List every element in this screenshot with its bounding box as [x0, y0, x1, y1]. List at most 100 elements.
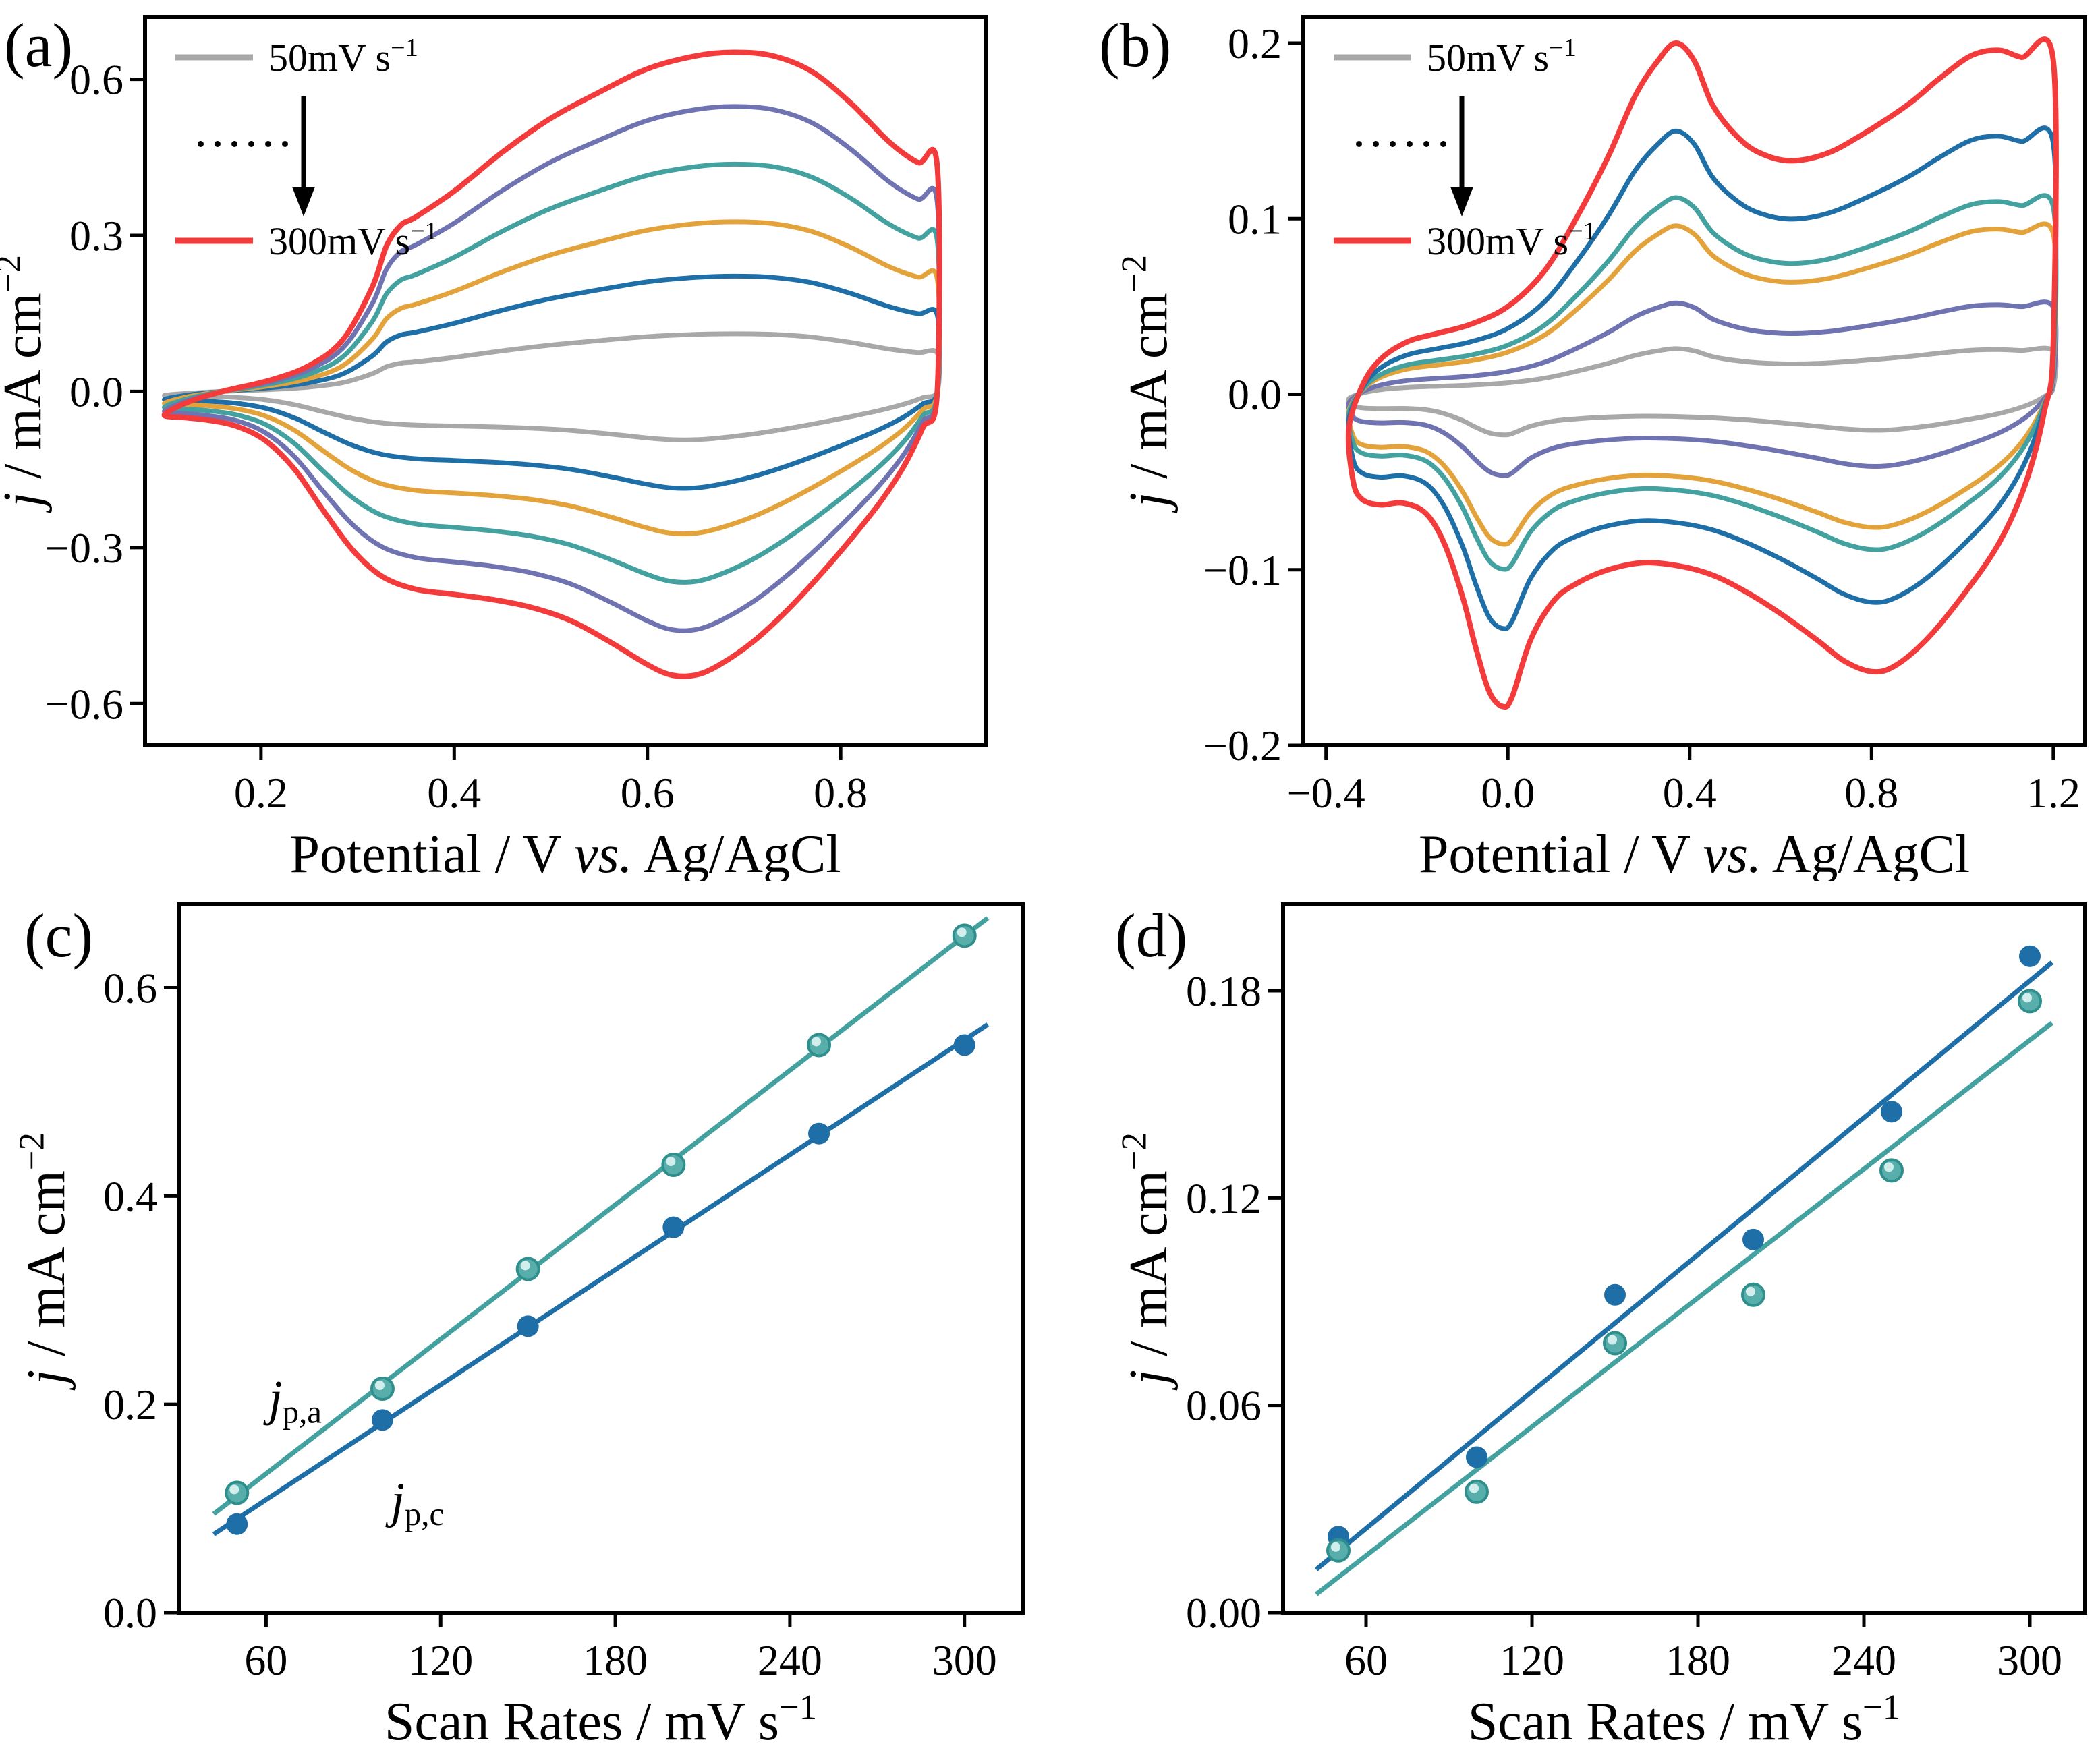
x-axis-label: Potential / V vs. Ag/AgCl [289, 825, 841, 881]
x-tick-label: 60 [1344, 1636, 1388, 1684]
cv-curve-300mVs [161, 49, 942, 679]
plot-area: 60 120 180 240 300 0.00 0.06 0.12 0.18 Scan Rates… [1115, 901, 2087, 1752]
data-point-jpc [808, 1122, 830, 1145]
y-tick-label: 0.00 [1186, 1589, 1261, 1637]
cv-curve-50mVs [1346, 345, 2059, 438]
data-point-highlight-jpa [957, 927, 967, 937]
data-point-highlight-jpa [666, 1157, 676, 1167]
y-tick-label: 0.12 [1186, 1174, 1261, 1222]
plot-area: 0.2 0.4 0.6 0.8 −0.6 −0.3 0.0 0.3 0.6 Potential /… [0, 11, 988, 881]
cv-curve-200mVs [162, 161, 942, 585]
fit-line-cathodic-teal [1315, 1020, 2053, 1596]
panel-letter: (a) [4, 11, 73, 80]
y-axis-label: j / mA cm−2 [1115, 1132, 1179, 1391]
data-point-anodic-blue [2019, 945, 2041, 967]
x-tick-label: 0.4 [427, 769, 481, 817]
data-point-highlight-cathodic-teal [2022, 993, 2032, 1003]
y-axis-label: j / mA cm−2 [0, 255, 53, 513]
series-label-jpc: jp,c [385, 1473, 444, 1532]
legend-label-high-rate: 300mV s−1 [1427, 217, 1596, 263]
data-point-jpc [226, 1513, 248, 1535]
cv-curve-100mVs [162, 273, 942, 491]
panel-b-cv-chart: −0.4 0.0 0.4 0.8 1.2 −0.2 −0.1 0.0 0.1 0.2 Potenti… [1099, 11, 2087, 881]
y-tick-label: 0.1 [1228, 195, 1282, 243]
x-tick-label: 180 [1666, 1636, 1730, 1684]
legend-dots: ...... [194, 101, 295, 158]
panel-letter: (c) [24, 901, 93, 970]
data-point-highlight-cathodic-teal [1469, 1483, 1479, 1493]
plot-frame [177, 902, 1025, 1615]
x-tick-label: 120 [1500, 1636, 1564, 1684]
cv-curve-50mVs [162, 331, 942, 442]
x-axis-label: Scan Rates / mV s−1 [385, 1688, 817, 1752]
x-tick-label: 240 [1832, 1636, 1896, 1684]
data-point-highlight-cathodic-teal [1331, 1542, 1340, 1552]
y-tick-label: −0.1 [1203, 546, 1282, 594]
x-tick-label: 300 [932, 1636, 997, 1684]
y-tick-label: −0.2 [1203, 722, 1282, 770]
data-point-highlight-jpa [229, 1484, 239, 1495]
cv-curve-150mVs [162, 219, 942, 537]
data-point-anodic-blue [1742, 1228, 1764, 1250]
y-tick-label: 0.6 [103, 964, 157, 1012]
y-tick-label: 0.18 [1186, 967, 1261, 1015]
panel-c-scatter-chart: 60 120 180 240 300 0.0 0.2 0.4 0.6 Scan Rates / m… [13, 901, 1025, 1752]
panel-letter: (d) [1115, 901, 1187, 970]
series-label-jpa: jp,a [263, 1371, 322, 1431]
data-point-highlight-cathodic-teal [1746, 1286, 1755, 1296]
y-tick-label: 0.06 [1186, 1381, 1261, 1429]
x-tick-label: 240 [758, 1636, 822, 1684]
panel-letter: (b) [1099, 11, 1171, 80]
data-point-highlight-jpa [520, 1261, 530, 1271]
cv-curve-100mVs [1346, 299, 2059, 478]
cv-curve-300mVs [1345, 36, 2059, 710]
y-tick-label: 0.4 [103, 1172, 157, 1220]
x-axis-label: Scan Rates / mV s−1 [1468, 1688, 1900, 1752]
x-tick-label: 180 [583, 1636, 648, 1684]
y-tick-label: −0.6 [45, 680, 123, 728]
data-point-anodic-blue [1466, 1446, 1487, 1468]
x-tick-label: 0.4 [1663, 769, 1717, 817]
x-tick-label: 120 [408, 1636, 473, 1684]
x-tick-label: 300 [1997, 1636, 2062, 1684]
legend-label-high-rate: 300mV s−1 [268, 217, 438, 263]
y-axis-label: j / mA cm−2 [1115, 255, 1179, 513]
data-point-highlight-cathodic-teal [1884, 1162, 1894, 1172]
y-tick-label: 0.6 [69, 55, 123, 103]
x-tick-label: 0.0 [1481, 769, 1535, 817]
x-tick-label: 1.2 [2026, 769, 2080, 817]
y-tick-label: 0.0 [103, 1589, 157, 1637]
data-point-jpc [371, 1409, 393, 1431]
x-tick-label: 60 [244, 1636, 287, 1684]
x-tick-label: 0.8 [1844, 769, 1898, 817]
y-axis-label: j / mA cm−2 [13, 1132, 76, 1391]
legend-label-low-rate: 50mV s−1 [1427, 34, 1577, 80]
x-axis-label: Potential / V vs. Ag/AgCl [1419, 825, 1970, 881]
fit-line-jpa [212, 916, 990, 1516]
data-point-anodic-blue [1604, 1283, 1626, 1306]
legend-dots: ...... [1353, 101, 1454, 158]
data-point-highlight-jpa [374, 1381, 385, 1391]
x-tick-label: 0.2 [234, 769, 288, 817]
data-point-jpc [517, 1315, 539, 1337]
legend-label-low-rate: 50mV s−1 [268, 34, 418, 80]
fit-line-anodic-blue [1314, 960, 2054, 1571]
plot-area: 60 120 180 240 300 0.0 0.2 0.4 0.6 Scan Rates / m… [13, 901, 1025, 1752]
legend-arrow-head-icon [292, 187, 315, 216]
x-tick-label: 0.6 [621, 769, 675, 817]
y-tick-label: −0.3 [45, 523, 123, 571]
data-point-highlight-jpa [812, 1037, 822, 1047]
y-tick-label: 0.2 [1228, 20, 1282, 67]
x-tick-label: 0.8 [814, 769, 868, 817]
plot-frame [1301, 15, 2087, 747]
plot-frame [143, 15, 988, 747]
cv-curve-250mVs [162, 104, 942, 633]
cv-curve-200mVs [1346, 193, 2059, 572]
y-tick-label: 0.2 [103, 1381, 157, 1428]
plot-frame [1281, 902, 2087, 1615]
y-tick-label: 0.0 [69, 368, 123, 415]
y-tick-label: 0.3 [69, 212, 123, 260]
legend-arrow-head-icon [1450, 187, 1473, 216]
panel-a-cv-chart: 0.2 0.4 0.6 0.8 −0.6 −0.3 0.0 0.3 0.6 Potential /… [0, 11, 988, 881]
